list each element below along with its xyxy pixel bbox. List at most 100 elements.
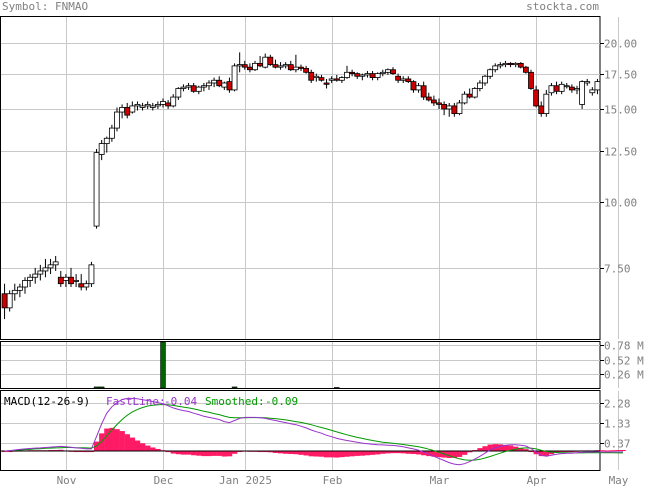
candle-body: [538, 105, 545, 114]
candle: [563, 82, 570, 89]
candle: [175, 87, 182, 100]
candle-body: [241, 64, 248, 68]
candle: [507, 62, 514, 68]
macd-histogram-bar: [600, 450, 606, 452]
candle-body: [594, 81, 601, 91]
candle-body: [11, 289, 18, 295]
candle-body: [507, 62, 514, 66]
candle: [11, 283, 18, 301]
candle: [430, 95, 437, 106]
macd-histogram-bar: [400, 451, 406, 454]
macd-fastline: [4, 397, 623, 466]
candle-body: [52, 261, 59, 266]
candle: [52, 255, 59, 271]
candle-body: [149, 105, 156, 108]
candle-body: [37, 270, 44, 275]
candle-body: [236, 64, 243, 67]
candle-body: [313, 75, 320, 78]
candle-body: [139, 105, 146, 108]
candle-body: [374, 73, 381, 78]
candle-body: [272, 64, 279, 68]
candle-body: [395, 75, 402, 81]
macd-histogram-bar: [206, 451, 212, 457]
macd-histogram-bar: [390, 451, 396, 454]
candle: [108, 124, 115, 142]
candle-body: [57, 276, 64, 285]
candle-body: [415, 85, 422, 91]
candle-body: [134, 104, 141, 107]
candle-body: [190, 85, 197, 92]
candle: [32, 267, 39, 284]
candle: [200, 82, 207, 92]
volume-bar: [231, 386, 238, 389]
candle: [425, 92, 432, 102]
candle: [502, 60, 509, 68]
candle-body: [517, 62, 524, 68]
candle: [323, 78, 330, 89]
candle-body: [154, 104, 161, 107]
candle: [548, 82, 555, 96]
site-label[interactable]: stockta.com: [526, 0, 599, 13]
candle: [436, 98, 442, 109]
candle: [68, 267, 74, 288]
macd-histogram-bar: [48, 450, 54, 452]
candle-body: [68, 276, 74, 285]
candle: [241, 60, 248, 70]
candle-body: [175, 88, 182, 98]
macd-histogram-bar: [502, 444, 509, 452]
macd-histogram-bar: [191, 451, 197, 456]
candle: [476, 80, 483, 92]
macd-histogram-bar: [508, 445, 514, 452]
macd-histogram-bar: [221, 451, 228, 457]
candle: [568, 84, 575, 93]
candle-body: [78, 283, 85, 288]
candle: [492, 63, 499, 73]
macd-histogram-bar: [278, 451, 284, 454]
candle-body: [446, 105, 453, 110]
candle: [134, 101, 141, 111]
macd-histogram-bar: [405, 451, 412, 454]
candle-body: [405, 78, 412, 83]
macd-histogram-bar: [318, 451, 325, 457]
price-y-tick-label: 7.50: [604, 263, 631, 276]
macd-histogram-bar: [364, 451, 371, 456]
candle-body: [359, 74, 366, 77]
candle: [344, 65, 350, 79]
candle: [57, 270, 64, 288]
candle: [272, 59, 279, 69]
price-y-tick-label: 20.00: [604, 38, 637, 51]
macd-y-tick-label: 0.37: [604, 438, 631, 451]
macd-histogram-bar: [99, 433, 105, 452]
candle: [154, 101, 161, 109]
macd-smoothed-line: [4, 403, 623, 461]
candle: [165, 99, 172, 109]
macd-histogram-bar: [129, 437, 136, 452]
macd-panel-frame: [0, 390, 601, 471]
candle: [267, 54, 274, 66]
macd-histogram-bar: [196, 451, 202, 456]
macd-histogram-bar: [324, 451, 330, 458]
macd-histogram-bar: [548, 451, 555, 455]
candle-body: [492, 65, 499, 71]
macd-histogram-bar: [436, 451, 442, 458]
candle-body: [456, 102, 463, 114]
x-tick-label: Dec: [154, 474, 174, 486]
macd-smoothed-value: -0.09: [265, 395, 298, 408]
candle: [574, 85, 580, 95]
candle: [298, 64, 304, 72]
macd-histogram-bar: [615, 450, 621, 452]
macd-histogram-bar: [518, 447, 524, 452]
candle: [405, 76, 412, 83]
volume-bar: [93, 386, 100, 389]
candle-body: [287, 64, 294, 71]
candle-body: [83, 283, 90, 288]
macd-histogram-bar: [180, 451, 187, 455]
macd-histogram-bar: [380, 451, 386, 454]
candle: [246, 63, 253, 73]
candle-body: [384, 69, 391, 73]
candle-body: [221, 82, 228, 88]
candle-body: [364, 73, 371, 76]
candle-body: [144, 104, 151, 107]
candle: [144, 101, 151, 109]
